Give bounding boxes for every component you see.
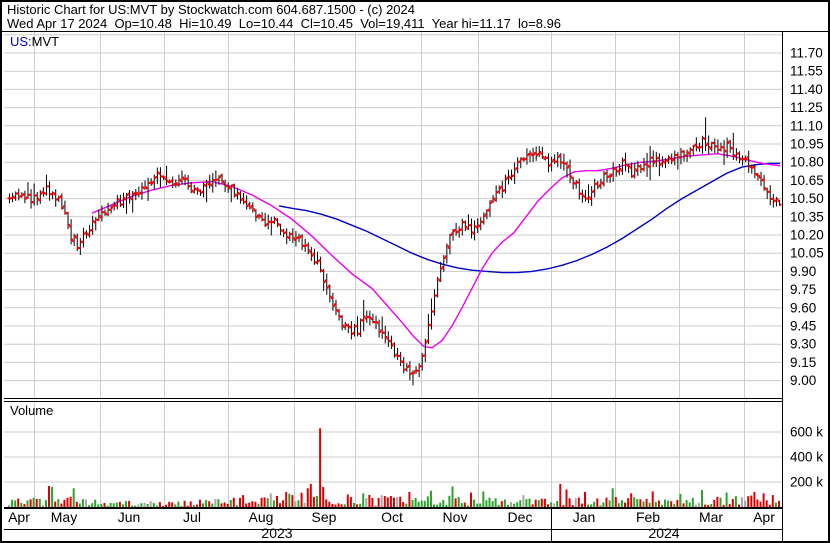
svg-text:Dec: Dec: [508, 509, 533, 525]
svg-text:600 k: 600 k: [790, 425, 823, 440]
price-axis-labels: 11.70 11.55 11.40 11.25 11.10 10.95 10.80 10.65…: [790, 46, 824, 389]
svg-text:10.50: 10.50: [790, 191, 824, 206]
svg-text:11.25: 11.25: [790, 100, 823, 115]
svg-text:9.30: 9.30: [790, 337, 816, 352]
svg-text:Nov: Nov: [443, 509, 468, 525]
volume-bars: [8, 428, 780, 508]
symbol-market-prefix: US:: [10, 34, 32, 49]
svg-text:2024: 2024: [648, 525, 679, 541]
svg-text:Sep: Sep: [312, 509, 337, 525]
svg-text:11.70: 11.70: [790, 46, 823, 61]
gridlines: [4, 32, 782, 507]
svg-text:400 k: 400 k: [790, 450, 823, 465]
chart-title-line: Historic Chart for US:MVT by Stockwatch.…: [7, 2, 415, 17]
svg-text:10.65: 10.65: [790, 173, 824, 188]
pane-borders: [2, 31, 828, 541]
volume-axis-labels: 600 k 400 k 200 k: [790, 425, 823, 490]
svg-text:Apr: Apr: [753, 509, 775, 525]
volume-pane-label: Volume: [10, 403, 54, 418]
svg-text:May: May: [51, 509, 77, 525]
svg-text:Jan: Jan: [573, 509, 596, 525]
svg-text:9.60: 9.60: [790, 300, 816, 315]
svg-text:2023: 2023: [261, 525, 292, 541]
svg-text:Jun: Jun: [118, 509, 141, 525]
svg-text:Mar: Mar: [699, 509, 723, 525]
svg-text:10.80: 10.80: [790, 155, 824, 170]
svg-text:Oct: Oct: [381, 509, 403, 525]
symbol-label: US:MVT: [10, 34, 59, 49]
svg-text:9.90: 9.90: [790, 264, 816, 279]
svg-text:11.55: 11.55: [790, 64, 823, 79]
svg-text:Jul: Jul: [183, 509, 201, 525]
year-labels: 2023 2024: [261, 525, 679, 541]
svg-text:9.15: 9.15: [790, 355, 816, 370]
svg-text:10.95: 10.95: [790, 136, 824, 151]
svg-text:11.40: 11.40: [790, 82, 823, 97]
quote-summary-line: Wed Apr 17 2024 Op=10.48 Hi=10.49 Lo=10.…: [7, 16, 562, 31]
fast-ma-line: [91, 152, 781, 349]
svg-text:200 k: 200 k: [790, 475, 823, 490]
symbol-ticker: MVT: [31, 34, 60, 49]
svg-text:9.45: 9.45: [790, 318, 816, 333]
svg-text:11.10: 11.10: [790, 118, 823, 133]
month-labels: Apr May Jun Jul Aug Sep Oct Nov Dec Jan Feb Mar Apr: [8, 509, 775, 525]
svg-text:10.20: 10.20: [790, 227, 824, 242]
svg-text:Aug: Aug: [249, 509, 274, 525]
svg-text:10.35: 10.35: [790, 209, 824, 224]
svg-text:Apr: Apr: [8, 509, 30, 525]
svg-text:10.05: 10.05: [790, 246, 824, 261]
svg-text:Feb: Feb: [636, 509, 660, 525]
ohlc-bars: [7, 117, 782, 386]
svg-text:9.75: 9.75: [790, 282, 816, 297]
slow-ma-line: [278, 162, 780, 274]
svg-text:9.00: 9.00: [790, 373, 816, 388]
